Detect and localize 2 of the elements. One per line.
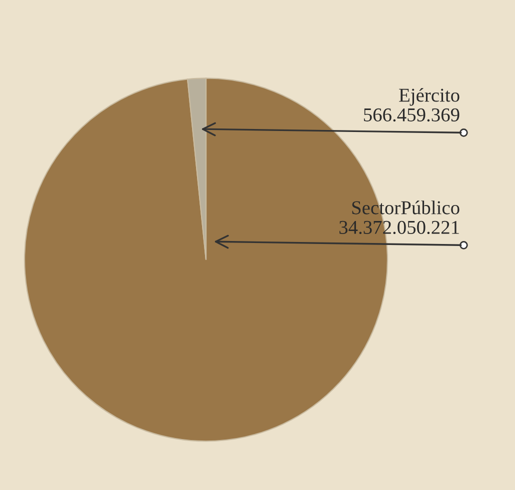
data-label: 566.459.369	[364, 108, 460, 122]
slice-label: Ejército	[399, 88, 460, 106]
